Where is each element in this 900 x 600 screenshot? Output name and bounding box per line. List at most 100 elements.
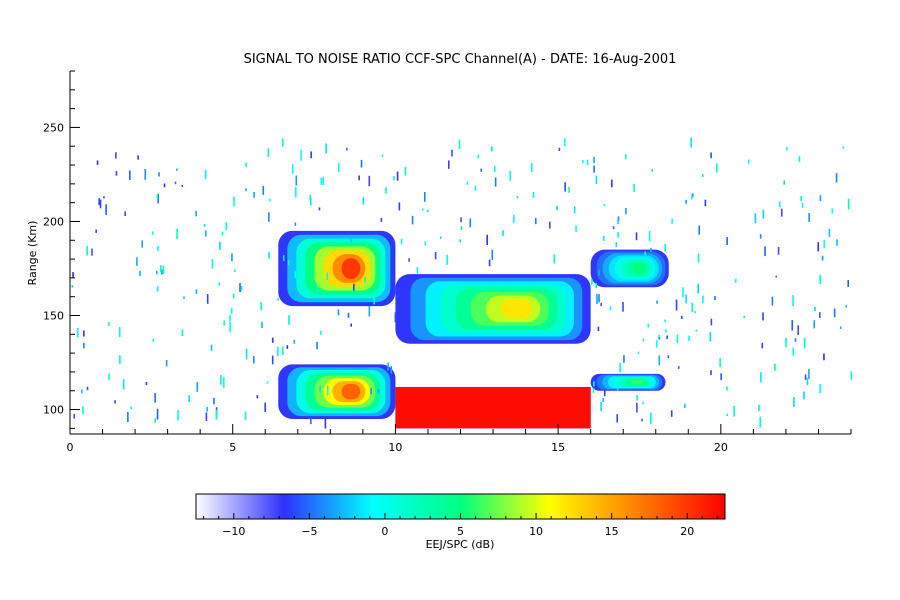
noise-speck [534, 217, 537, 225]
noise-speck [762, 209, 765, 219]
noise-speck [509, 170, 511, 181]
noise-speck [847, 198, 850, 210]
noise-speck [96, 160, 99, 165]
noise-speck [801, 202, 804, 208]
noise-speck [656, 340, 658, 348]
noise-speck [240, 286, 243, 291]
noise-speck [177, 410, 179, 421]
noise-speck [593, 381, 595, 387]
noise-speck [294, 271, 297, 278]
noise-speck [677, 366, 680, 369]
noise-speck [586, 159, 589, 166]
noise-speck [553, 254, 556, 264]
noise-speck [158, 172, 160, 177]
noise-speck [210, 344, 213, 351]
noise-speck [823, 239, 826, 249]
noise-speck [337, 309, 340, 316]
noise-speck [206, 406, 208, 412]
noise-speck [726, 413, 728, 417]
noise-speck [152, 231, 154, 235]
noise-speck [136, 257, 138, 266]
noise-speck [794, 338, 797, 342]
noise-speck [423, 192, 426, 202]
noise-speck [81, 389, 83, 394]
echo-region [278, 364, 396, 419]
noise-speck [287, 260, 290, 266]
noise-speck [747, 159, 750, 164]
noise-speck [803, 391, 805, 400]
noise-speck [277, 298, 280, 301]
noise-speck [139, 270, 141, 277]
noise-speck [842, 146, 845, 149]
noise-speck [474, 185, 477, 191]
noise-speck [667, 355, 670, 359]
noise-speck [293, 339, 296, 344]
colorbar: −10 −5 0 5 10 15 20 [195, 493, 726, 538]
noise-speck [609, 306, 612, 311]
noise-speck [129, 170, 131, 181]
noise-speck [459, 239, 462, 243]
y-axis-label: Range (Km) [26, 221, 39, 286]
noise-speck [564, 182, 566, 192]
noise-speck [105, 204, 107, 215]
noise-speck [364, 276, 367, 283]
noise-speck [294, 222, 297, 226]
noise-speck [670, 410, 673, 417]
noise-speck [806, 377, 809, 386]
noise-speck [155, 270, 158, 275]
noise-speck [426, 209, 429, 213]
echo-level [341, 257, 361, 280]
noise-speck [309, 197, 312, 206]
noise-speck [701, 174, 704, 177]
noise-speck [603, 389, 606, 397]
noise-speck [394, 312, 397, 323]
noise-speck [831, 208, 834, 214]
noise-speck [641, 418, 643, 422]
noise-speck [86, 386, 89, 391]
noise-speck [792, 347, 795, 356]
noise-speck [694, 311, 696, 314]
noise-speck [144, 168, 147, 180]
noise-speck [698, 225, 701, 235]
noise-speck [666, 335, 668, 339]
noise-speck [658, 334, 660, 339]
noise-speck [145, 382, 148, 386]
noise-speck [408, 258, 410, 262]
echo-level [341, 384, 361, 400]
x-tick-label: 20 [714, 441, 728, 454]
noise-speck [847, 279, 850, 288]
noise-speck [98, 198, 100, 206]
noise-speck [513, 215, 515, 223]
echo-region [278, 230, 396, 307]
noise-speck [114, 400, 116, 404]
noise-speck [232, 293, 235, 299]
noise-speck [835, 173, 838, 183]
noise-speck [828, 228, 831, 237]
noise-speck [233, 269, 236, 272]
noise-speck [664, 243, 666, 252]
noise-speck [174, 181, 177, 185]
noise-speck [324, 417, 327, 429]
noise-speck [205, 230, 207, 237]
noise-speck [353, 283, 355, 291]
noise-speck [808, 213, 810, 222]
noise-speck [819, 312, 821, 318]
noise-speck [319, 385, 321, 393]
noise-speck [602, 235, 605, 241]
colorbar-tick-label: −5 [301, 525, 317, 538]
noise-speck [734, 278, 737, 283]
noise-speck [231, 253, 233, 262]
noise-speck [71, 285, 74, 288]
noise-speck [635, 232, 638, 241]
y-tick-label: 100 [43, 404, 64, 417]
noise-speck [532, 191, 535, 198]
noise-speck [702, 295, 704, 304]
noise-speck [221, 231, 224, 236]
noise-speck [617, 232, 619, 238]
echo-level [632, 263, 646, 274]
noise-speck [424, 241, 427, 246]
noise-speck [617, 218, 619, 225]
noise-speck [269, 198, 271, 202]
noise-speck [726, 386, 728, 391]
echo-region [590, 373, 666, 391]
